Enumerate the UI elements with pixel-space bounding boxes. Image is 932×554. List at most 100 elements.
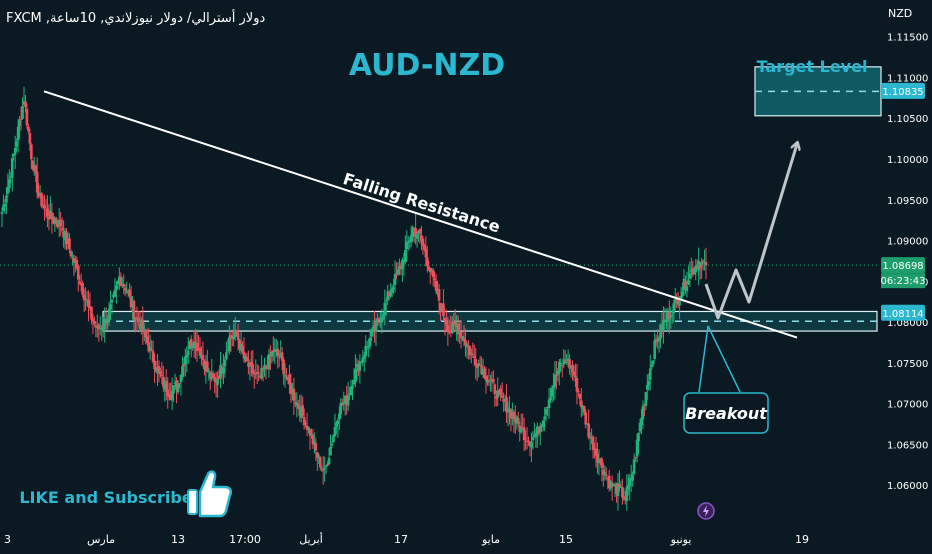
- candle-body: [475, 364, 479, 368]
- support-zone: [102, 310, 878, 332]
- candle-body: [160, 374, 164, 376]
- like-subscribe-text[interactable]: LIKE and Subscribe: [19, 488, 192, 507]
- candle-body: [266, 365, 269, 370]
- candle-body: [69, 250, 73, 257]
- candle-body: [327, 457, 331, 464]
- candle-body: [40, 193, 43, 207]
- candle-body: [179, 374, 183, 383]
- candle-body: [477, 363, 480, 366]
- candle-body: [512, 411, 516, 420]
- candle-body: [345, 395, 348, 405]
- time-axis[interactable]: 3 مارس 13 17:00 أبريل 17 مايو 15 يونيو 19: [4, 532, 809, 546]
- candle-body: [590, 436, 593, 438]
- candle-body: [669, 316, 673, 318]
- candle-body: [541, 420, 545, 427]
- candle-body: [528, 441, 532, 447]
- candle-body: [175, 380, 178, 390]
- candle-body: [129, 296, 133, 308]
- time-tick-label: يونيو: [670, 533, 692, 546]
- candle-body: [8, 179, 11, 189]
- candle-body: [292, 388, 296, 401]
- target-price-tag: 1.10835: [882, 87, 923, 98]
- candle-body: [553, 375, 557, 387]
- candle-body: [267, 354, 271, 370]
- time-tick-label: مايو: [481, 533, 500, 546]
- candle-body: [49, 210, 52, 219]
- candle-body: [54, 218, 58, 224]
- candle-body: [625, 487, 629, 502]
- candle-body: [452, 321, 456, 324]
- candle-body: [197, 349, 200, 351]
- candle-body: [148, 346, 152, 351]
- candle-body: [235, 329, 238, 334]
- candle-body: [634, 456, 637, 458]
- candle-body: [505, 397, 508, 413]
- candle-body: [285, 377, 288, 379]
- candle-body: [296, 404, 300, 409]
- candle-body: [323, 467, 326, 469]
- candle-body: [120, 284, 124, 286]
- candle-body: [377, 318, 381, 321]
- candle-body: [593, 448, 596, 450]
- candle-body: [122, 284, 126, 287]
- candle-body: [320, 468, 324, 470]
- candle-body: [395, 273, 398, 275]
- price-tick-label: 1.07000: [887, 400, 928, 411]
- candle-body: [500, 395, 504, 398]
- candle-body: [2, 204, 5, 212]
- candle-body: [250, 362, 253, 366]
- candle-body: [672, 303, 676, 314]
- candle-body: [339, 402, 343, 415]
- candle-body: [431, 270, 435, 278]
- candle-body: [445, 321, 448, 326]
- candle-body: [302, 416, 306, 426]
- candle-body: [288, 374, 291, 385]
- candle-body: [255, 372, 259, 374]
- candle-body: [670, 315, 674, 317]
- candle-body: [428, 268, 432, 273]
- candle-body: [68, 238, 71, 250]
- candle-body: [472, 356, 476, 359]
- candle-body: [439, 302, 442, 311]
- candle-body: [459, 331, 463, 338]
- candle-body: [321, 469, 325, 471]
- candle-body: [581, 405, 585, 409]
- candle-body: [311, 435, 315, 445]
- candle-body: [84, 298, 87, 301]
- candle-body: [518, 425, 522, 432]
- candle-body: [434, 280, 438, 291]
- candle-body: [556, 370, 560, 375]
- candle-body: [145, 336, 149, 343]
- candle-body: [351, 386, 354, 389]
- candle-body: [494, 396, 498, 399]
- candle-body: [304, 423, 307, 425]
- candle-body: [22, 101, 26, 105]
- chart-title: AUD-NZD: [349, 48, 505, 83]
- candle-body: [340, 402, 344, 406]
- projection-path: [704, 144, 797, 320]
- candle-body: [692, 270, 696, 275]
- candle-body: [204, 363, 208, 372]
- candle-body: [229, 335, 233, 339]
- candle-body: [615, 485, 618, 494]
- candle-body: [357, 366, 360, 372]
- candle-body: [492, 378, 495, 383]
- candle-body: [236, 332, 240, 341]
- candle-body: [106, 318, 109, 324]
- candle-body: [156, 367, 159, 374]
- candle-body: [527, 440, 530, 442]
- thumbs-up-icon[interactable]: [187, 470, 233, 518]
- candle-body: [162, 376, 165, 387]
- candle-body: [299, 406, 303, 418]
- candle-body: [276, 348, 280, 356]
- candle-body: [412, 228, 416, 230]
- price-tick-label: 1.09500: [887, 196, 928, 207]
- candle-body: [464, 340, 467, 346]
- candle-body: [96, 325, 99, 327]
- time-tick-label: أبريل: [299, 532, 323, 546]
- candle-body: [60, 228, 64, 231]
- candle-body: [25, 108, 29, 126]
- candle-body: [524, 437, 527, 439]
